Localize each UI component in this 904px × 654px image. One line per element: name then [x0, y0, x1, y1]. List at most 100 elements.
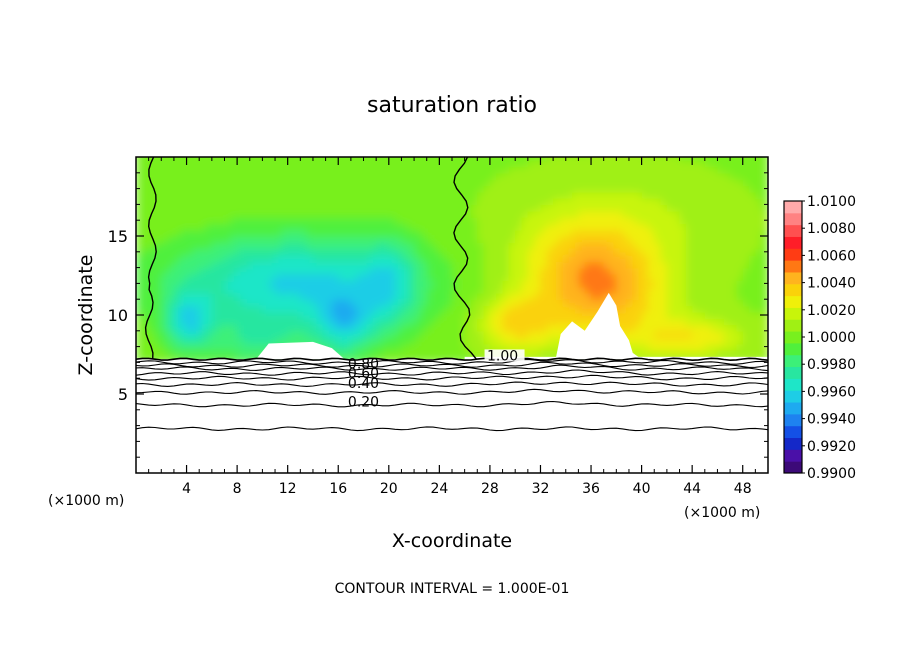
field-cell: [167, 305, 175, 313]
field-cell: [761, 292, 768, 300]
field-cell: [249, 273, 257, 282]
field-cell: [300, 185, 308, 193]
field-cell: [363, 236, 371, 244]
field-cell: [249, 305, 257, 313]
field-cell: [470, 273, 479, 282]
field-cell: [243, 254, 251, 263]
field-cell: [730, 160, 738, 168]
field-cell: [730, 248, 738, 256]
field-cell: [483, 198, 491, 206]
field-cell: [388, 261, 396, 269]
field-cell: [730, 217, 738, 225]
field-cell: [218, 157, 226, 161]
field-cell: [742, 261, 750, 269]
field-cell: [338, 210, 346, 218]
field-cell: [597, 254, 605, 263]
field-cell: [527, 254, 535, 263]
field-cell: [300, 261, 308, 269]
field-cell: [136, 261, 144, 269]
field-cell: [647, 311, 656, 319]
field-cell: [148, 198, 156, 206]
field-cell: [148, 204, 156, 212]
field-cell: [211, 160, 219, 168]
field-cell: [414, 311, 422, 319]
field-cell: [218, 343, 226, 351]
field-cell: [205, 248, 213, 256]
field-cell: [585, 148, 592, 155]
field-cell: [433, 305, 441, 313]
field-cell: [736, 337, 744, 345]
field-cell: [508, 185, 516, 193]
field-cell: [654, 280, 662, 288]
field-cell: [755, 217, 763, 225]
field-cell: [711, 217, 719, 225]
field-cell: [262, 217, 270, 225]
field-cell: [610, 198, 618, 206]
field-cell: [357, 299, 365, 307]
field-cell: [325, 292, 333, 300]
field-cell: [319, 223, 327, 231]
field-cell: [755, 280, 763, 288]
field-cell: [167, 157, 175, 161]
field-cell: [256, 299, 264, 307]
field-cell: [584, 267, 592, 275]
field-cell: [350, 191, 358, 199]
field-cell: [300, 273, 308, 282]
field-cell: [268, 179, 276, 187]
field-cell: [256, 267, 264, 275]
field-cell: [704, 261, 712, 269]
field-cell: [294, 217, 302, 225]
field-cell: [527, 324, 535, 332]
field-cell: [180, 254, 188, 263]
field-cell: [515, 236, 523, 244]
field-cell: [136, 292, 144, 300]
field-cell: [742, 185, 750, 193]
field-cell: [464, 229, 472, 237]
field-cell: [338, 172, 346, 180]
field-cell: [749, 286, 757, 294]
field-cell: [521, 337, 529, 345]
field-cell: [148, 172, 156, 180]
field-cell: [597, 172, 605, 180]
field-cell: [338, 185, 346, 193]
field-cell: [211, 254, 219, 263]
field-cell: [660, 223, 668, 231]
field-cell: [294, 160, 302, 168]
field-cell: [742, 198, 750, 206]
field-cell: [357, 223, 365, 231]
field-cell: [628, 223, 637, 231]
field-cell: [666, 198, 674, 206]
field-cell: [445, 217, 453, 225]
field-cell: [761, 160, 768, 168]
field-cell: [401, 311, 409, 319]
colorbar-label: 1.0080: [807, 221, 856, 237]
field-cell: [584, 157, 592, 161]
field-cell: [723, 337, 731, 345]
field-cell: [243, 286, 251, 294]
field-cell: [180, 273, 188, 282]
field-cell: [534, 280, 542, 288]
x-axis-label: X-coordinate: [392, 530, 512, 552]
field-cell: [603, 242, 611, 250]
field-cell: [477, 191, 485, 199]
field-cell: [654, 267, 662, 275]
field-cell: [205, 236, 213, 244]
field-cell: [692, 217, 700, 225]
field-cell: [369, 172, 377, 180]
field-cell: [312, 229, 321, 237]
field-cell: [275, 185, 283, 193]
field-cell: [464, 280, 472, 288]
field-cell: [312, 286, 321, 294]
field-cell: [243, 217, 251, 225]
colorbar-swatch: [784, 201, 802, 214]
field-cell: [331, 160, 340, 168]
field-cell: [546, 267, 554, 275]
field-cell: [761, 229, 768, 237]
field-cell: [173, 210, 182, 218]
field-cell: [218, 210, 226, 218]
field-cell: [591, 160, 599, 168]
field-cell: [338, 280, 346, 288]
field-cell: [268, 242, 276, 250]
field-cell: [388, 185, 396, 193]
field-cell: [312, 337, 321, 345]
